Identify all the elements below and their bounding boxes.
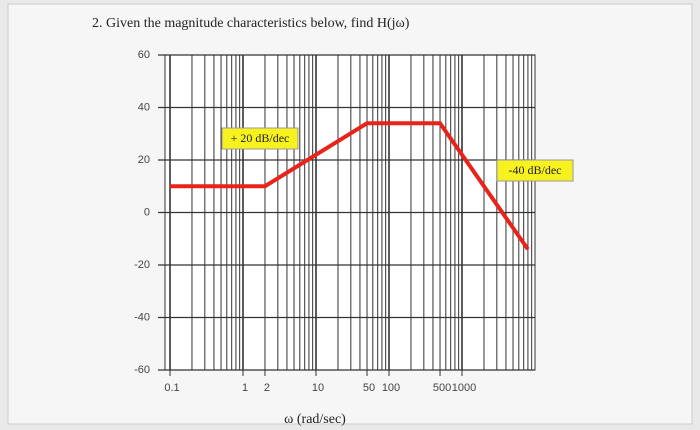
y-tick-label: -20 bbox=[134, 259, 150, 271]
annotation-box bbox=[496, 159, 574, 182]
x-tick-label: 50 bbox=[363, 382, 375, 394]
annotation: -40 dB/dec bbox=[509, 163, 562, 177]
x-tick-label: 10 bbox=[312, 382, 324, 394]
y-tick-label: -60 bbox=[134, 364, 150, 376]
y-tick-label: 20 bbox=[138, 154, 150, 166]
chart-title: 2. Given the magnitude characteristics b… bbox=[92, 16, 410, 31]
x-tick-label: 1000 bbox=[452, 382, 476, 394]
x-tick-label: 2 bbox=[264, 382, 270, 394]
line bbox=[170, 121, 530, 251]
y-tick-label: 0 bbox=[144, 206, 150, 218]
y-tick-label: 60 bbox=[138, 49, 150, 61]
y-tick-label: -40 bbox=[134, 311, 150, 323]
annotation: + 20 dB/dec bbox=[231, 131, 290, 145]
x-tick-label: 500 bbox=[433, 382, 451, 394]
y-tick-label: 40 bbox=[138, 101, 150, 113]
x-tick-label: 100 bbox=[382, 382, 400, 394]
x-axis-label: ω (rad/sec) bbox=[284, 412, 346, 427]
x-tick-label: 1 bbox=[242, 382, 248, 394]
x-tick-label: 0.1 bbox=[164, 382, 179, 394]
annotation-box bbox=[221, 127, 299, 150]
